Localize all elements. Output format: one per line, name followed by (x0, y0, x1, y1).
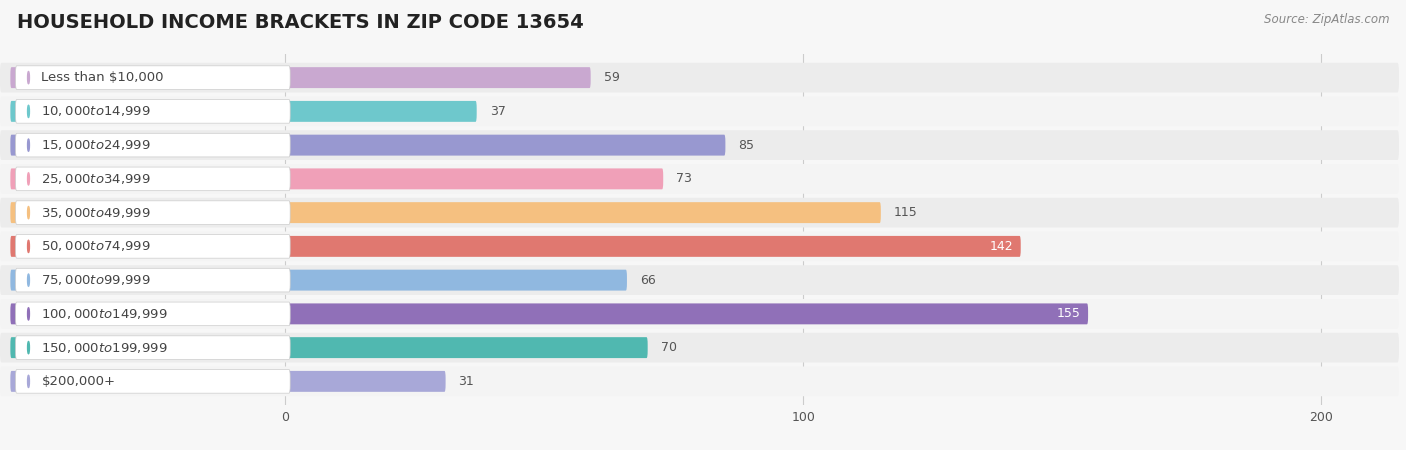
Circle shape (28, 274, 30, 286)
FancyBboxPatch shape (0, 63, 1399, 92)
FancyBboxPatch shape (10, 101, 477, 122)
FancyBboxPatch shape (0, 231, 1399, 261)
Text: $50,000 to $74,999: $50,000 to $74,999 (41, 239, 150, 253)
FancyBboxPatch shape (15, 302, 290, 326)
Circle shape (28, 240, 30, 252)
FancyBboxPatch shape (10, 202, 880, 223)
FancyBboxPatch shape (0, 130, 1399, 160)
Text: $200,000+: $200,000+ (41, 375, 115, 388)
FancyBboxPatch shape (0, 366, 1399, 396)
Text: $10,000 to $14,999: $10,000 to $14,999 (41, 104, 150, 118)
FancyBboxPatch shape (0, 198, 1399, 228)
Text: 85: 85 (738, 139, 755, 152)
FancyBboxPatch shape (10, 371, 446, 392)
Text: Less than $10,000: Less than $10,000 (41, 71, 165, 84)
Circle shape (28, 342, 30, 354)
Circle shape (28, 139, 30, 151)
Text: 73: 73 (676, 172, 692, 185)
FancyBboxPatch shape (15, 201, 290, 225)
FancyBboxPatch shape (15, 99, 290, 123)
FancyBboxPatch shape (15, 268, 290, 292)
Text: 142: 142 (990, 240, 1012, 253)
Circle shape (28, 72, 30, 84)
Circle shape (28, 375, 30, 387)
Text: $150,000 to $199,999: $150,000 to $199,999 (41, 341, 167, 355)
Text: $75,000 to $99,999: $75,000 to $99,999 (41, 273, 150, 287)
FancyBboxPatch shape (10, 135, 725, 156)
FancyBboxPatch shape (0, 164, 1399, 194)
FancyBboxPatch shape (15, 369, 290, 393)
FancyBboxPatch shape (10, 337, 648, 358)
Text: $100,000 to $149,999: $100,000 to $149,999 (41, 307, 167, 321)
FancyBboxPatch shape (0, 96, 1399, 126)
FancyBboxPatch shape (15, 234, 290, 258)
FancyBboxPatch shape (15, 167, 290, 191)
FancyBboxPatch shape (15, 336, 290, 360)
Text: 31: 31 (458, 375, 474, 388)
Circle shape (28, 173, 30, 185)
Text: 66: 66 (640, 274, 655, 287)
Circle shape (28, 308, 30, 320)
Text: $25,000 to $34,999: $25,000 to $34,999 (41, 172, 150, 186)
Text: 115: 115 (894, 206, 918, 219)
Text: 59: 59 (603, 71, 620, 84)
FancyBboxPatch shape (10, 67, 591, 88)
Text: Source: ZipAtlas.com: Source: ZipAtlas.com (1264, 14, 1389, 27)
Text: $15,000 to $24,999: $15,000 to $24,999 (41, 138, 150, 152)
Text: HOUSEHOLD INCOME BRACKETS IN ZIP CODE 13654: HOUSEHOLD INCOME BRACKETS IN ZIP CODE 13… (17, 14, 583, 32)
Circle shape (28, 105, 30, 117)
FancyBboxPatch shape (15, 133, 290, 157)
FancyBboxPatch shape (15, 66, 290, 90)
FancyBboxPatch shape (0, 333, 1399, 363)
FancyBboxPatch shape (0, 299, 1399, 328)
Text: 155: 155 (1056, 307, 1080, 320)
FancyBboxPatch shape (10, 303, 1088, 324)
Circle shape (28, 207, 30, 219)
FancyBboxPatch shape (10, 168, 664, 189)
FancyBboxPatch shape (10, 270, 627, 291)
Text: 37: 37 (489, 105, 506, 118)
FancyBboxPatch shape (0, 265, 1399, 295)
Text: 70: 70 (661, 341, 676, 354)
Text: $35,000 to $49,999: $35,000 to $49,999 (41, 206, 150, 220)
FancyBboxPatch shape (10, 236, 1021, 257)
